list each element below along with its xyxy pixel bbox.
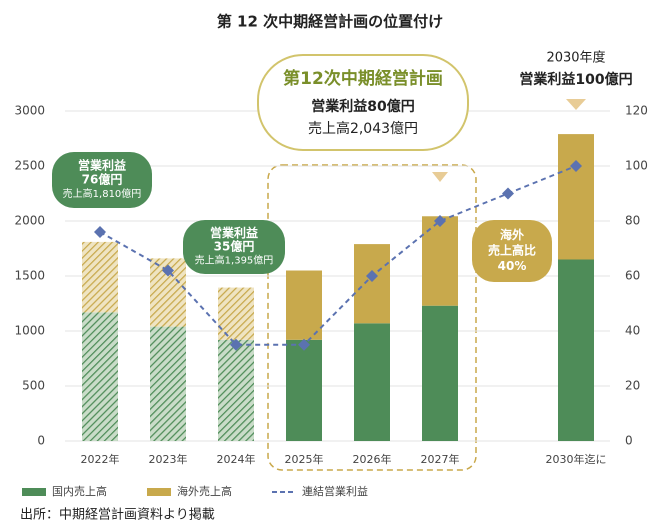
annotation-text: 2030年度 [546, 50, 605, 66]
point [162, 264, 174, 277]
y2-tick-label: 40 [625, 324, 640, 338]
x-tick-label: 2026年 [353, 452, 392, 466]
point [298, 338, 310, 351]
source: 出所：中期経営計画資料より掲載 [20, 507, 215, 523]
annotation-text: 海外 [500, 227, 524, 242]
marker-triangle [566, 99, 586, 110]
line [99, 165, 577, 346]
point [230, 338, 242, 351]
y2-tick-label: 100 [625, 159, 648, 173]
y-tick-label: 500 [22, 379, 45, 393]
plan-box [257, 54, 469, 151]
bar [218, 339, 254, 441]
point [570, 160, 582, 172]
bar [286, 270, 322, 340]
x-tick-label: 2024年 [217, 452, 256, 466]
legend-label: 国内売上高 [52, 484, 107, 498]
annotation-text: 営業利益100億円 [519, 71, 632, 88]
bar [82, 312, 118, 441]
chart-title: 第 12 次中期経営計画の位置付け [217, 13, 443, 31]
annotation-text: 売上高1,395億円 [195, 254, 274, 267]
bar [558, 134, 594, 260]
y-tick-label: 1000 [14, 324, 45, 338]
legend-label: 海外売上高 [177, 484, 232, 498]
annotation-text: 40% [498, 259, 527, 273]
annotation-text: 営業利益80億円 [311, 98, 414, 115]
bar [82, 241, 118, 313]
callout-box [472, 220, 552, 282]
plan-frame [267, 164, 477, 471]
annotation-text: 第12次中期経営計画 [283, 68, 443, 89]
y-tick-label: 1500 [14, 269, 45, 283]
annotation-text: 売上高2,043億円 [308, 120, 418, 137]
x-tick-label: 2030年迄に [546, 452, 607, 466]
y2-tick-label: 0 [625, 434, 633, 448]
y-tick-label: 2000 [14, 214, 45, 228]
annotation-text: 営業利益 [78, 158, 126, 173]
bar [218, 287, 254, 340]
legend-label: 連結営業利益 [302, 484, 368, 498]
bar [150, 326, 186, 441]
bar [422, 305, 458, 441]
bar [286, 339, 322, 441]
legend-swatch [22, 488, 46, 496]
y2-tick-label: 80 [625, 214, 640, 228]
y2-tick-label: 20 [625, 379, 640, 393]
y-tick-label: 0 [37, 434, 45, 448]
legend-swatch [147, 488, 171, 496]
marker-triangle [432, 172, 448, 182]
bar [422, 216, 458, 306]
annotation-text: 売上高1,810億円 [63, 187, 142, 200]
annotation-text: 76億円 [82, 172, 123, 187]
annotation-text: 35億円 [214, 239, 255, 254]
bar [354, 323, 390, 441]
bar [354, 244, 390, 324]
x-tick-label: 2023年 [149, 452, 188, 466]
point [434, 215, 446, 227]
point [94, 226, 106, 238]
x-tick-label: 2025年 [285, 452, 324, 466]
y2-tick-label: 120 [625, 104, 648, 118]
y-tick-label: 3000 [14, 104, 45, 118]
point [366, 270, 378, 282]
callout-box [52, 152, 152, 208]
point [502, 187, 514, 200]
annotation-text: 営業利益 [210, 225, 258, 240]
x-tick-label: 2022年 [81, 452, 120, 466]
x-tick-label: 2027年 [421, 452, 460, 466]
annotation-text: 売上高比 [488, 243, 536, 258]
y-tick-label: 2500 [14, 159, 45, 173]
y2-tick-label: 60 [625, 269, 640, 283]
bar [558, 259, 594, 441]
callout-box [183, 220, 285, 274]
